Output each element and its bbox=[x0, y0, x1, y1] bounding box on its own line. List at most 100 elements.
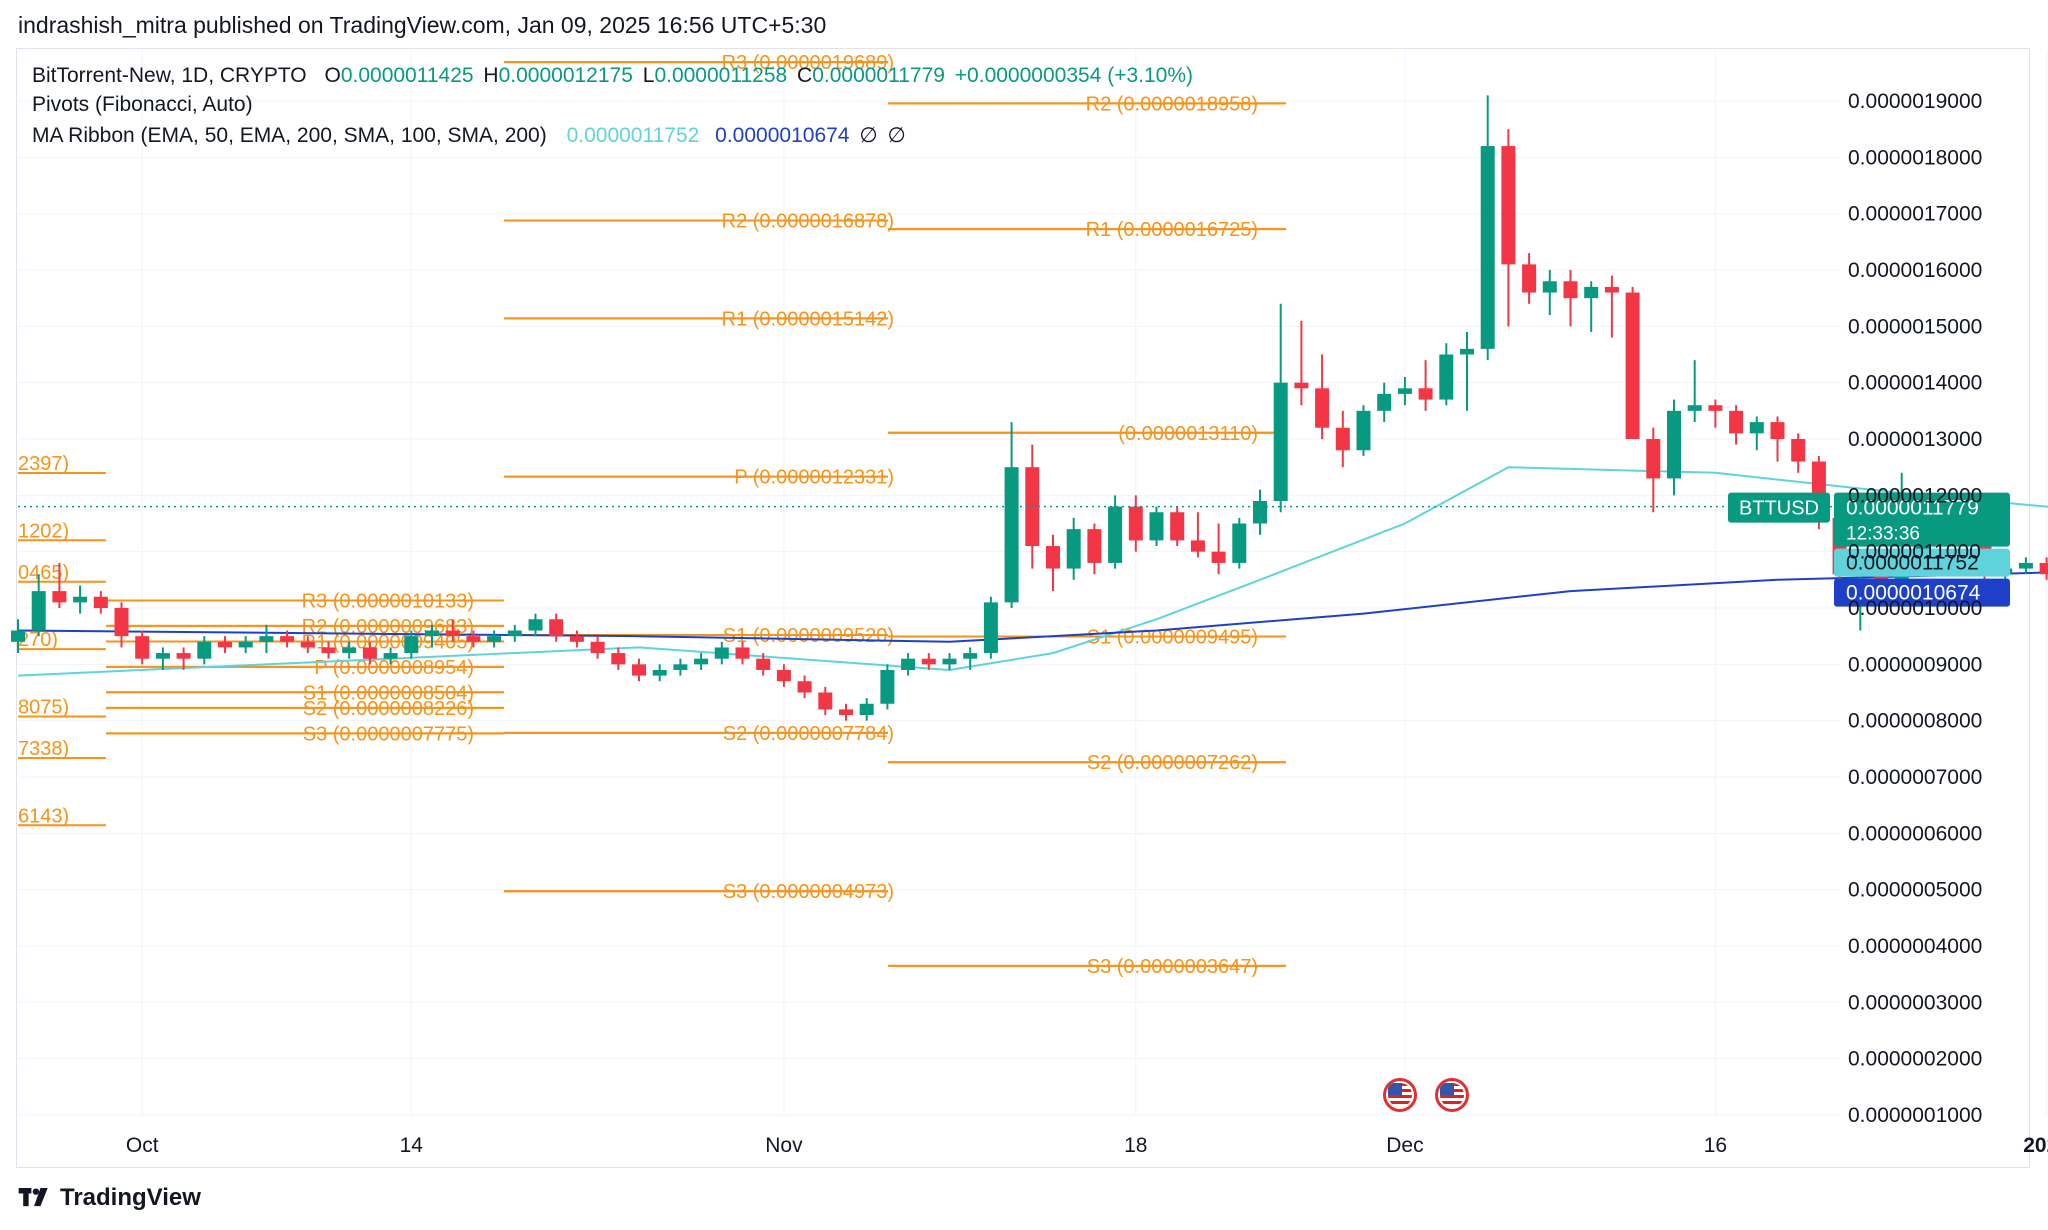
ema50-label: 0.0000011752 bbox=[1846, 552, 1979, 575]
pivot-label: S2 (0.0000007262) bbox=[1087, 752, 1258, 774]
candle-body bbox=[135, 636, 150, 659]
candle-body bbox=[797, 681, 812, 693]
candle-body bbox=[1770, 422, 1785, 439]
grid-lines bbox=[18, 50, 2048, 1116]
candle-body bbox=[1108, 506, 1123, 563]
candle-body bbox=[880, 669, 895, 704]
ema200-line bbox=[17, 571, 2048, 643]
y-tick-label: 0.0000008000 bbox=[1848, 710, 1982, 733]
candle-body bbox=[652, 669, 667, 676]
candle-body bbox=[756, 658, 771, 670]
candle-body bbox=[776, 669, 791, 682]
symbol-badge-label: BTTUSD bbox=[1739, 498, 1819, 520]
y-tick-label: 0.0000019000 bbox=[1848, 90, 1982, 113]
candle-body bbox=[466, 636, 481, 642]
x-tick-label: 16 bbox=[1704, 1134, 1727, 1157]
candle-body bbox=[1584, 286, 1599, 299]
pivot-label: R2 (0.0000018958) bbox=[1086, 93, 1258, 115]
candle-body bbox=[1687, 405, 1702, 411]
candle-body bbox=[1211, 551, 1226, 563]
time-axis: Oct14Nov18Dec16202513Feb bbox=[126, 1134, 2048, 1157]
pivot-label: (0.0000013110) bbox=[1118, 423, 1258, 445]
candle-body bbox=[921, 658, 936, 665]
chart-frame bbox=[16, 48, 2030, 1168]
ema200-badge bbox=[1834, 578, 2010, 607]
candle-body bbox=[1791, 439, 1806, 462]
legend-pivots[interactable]: Pivots (Fibonacci, Auto) bbox=[32, 93, 253, 116]
pivot-label: S2 (0.0000007784) bbox=[723, 723, 894, 745]
legend-low: 0.0000011258 bbox=[654, 64, 788, 87]
candle-body bbox=[818, 692, 833, 710]
x-tick-label: Oct bbox=[126, 1134, 159, 1157]
candle-body bbox=[155, 653, 170, 659]
candle-body bbox=[528, 619, 543, 631]
na-icon: ∅ bbox=[859, 124, 878, 147]
last-price-label: 0.0000011779 bbox=[1846, 497, 1979, 520]
candle-body bbox=[549, 619, 564, 637]
candle-body bbox=[73, 596, 88, 603]
candle-body bbox=[839, 709, 853, 716]
legend-ma-title: MA Ribbon (EMA, 50, EMA, 200, SMA, 100, … bbox=[32, 124, 547, 147]
last-price-badge bbox=[1834, 492, 2010, 547]
y-tick-label: 0.0000016000 bbox=[1848, 259, 1982, 282]
candle-body bbox=[1294, 382, 1309, 389]
candle-body bbox=[404, 636, 419, 654]
legend-ohlc: BitTorrent-New, 1D, CRYPTO O0.0000011425… bbox=[32, 64, 1197, 88]
candle-body bbox=[1625, 292, 1640, 439]
legend-symbol[interactable]: BitTorrent-New, 1D, CRYPTO bbox=[32, 64, 307, 87]
candle-body bbox=[280, 636, 295, 642]
candle-body bbox=[1315, 388, 1330, 428]
pivot-label: R3 (0.0000019689) bbox=[722, 52, 894, 74]
x-tick-label: Nov bbox=[765, 1134, 803, 1157]
candle-body bbox=[1729, 410, 1744, 434]
y-tick-label: 0.0000010000 bbox=[1848, 597, 1982, 620]
legend-ma1-value: 0.0000011752 bbox=[566, 124, 700, 147]
y-tick-label: 0.0000002000 bbox=[1848, 1048, 1982, 1071]
us-flag-icon[interactable] bbox=[1435, 1078, 1469, 1112]
tradingview-logo-icon bbox=[18, 1188, 48, 1207]
y-tick-label: 0.0000006000 bbox=[1848, 822, 1982, 845]
candle-body bbox=[1335, 427, 1350, 451]
y-tick-label: 0.0000013000 bbox=[1848, 428, 1982, 451]
ema50-badge bbox=[1834, 548, 2010, 577]
candle-body bbox=[590, 641, 605, 654]
us-flag-icon[interactable] bbox=[1383, 1078, 1417, 1112]
candle-body bbox=[714, 647, 729, 659]
candle-body bbox=[735, 647, 750, 659]
candle-body bbox=[1501, 146, 1516, 265]
legend-high: 0.0000012175 bbox=[498, 64, 633, 87]
candle-body bbox=[694, 658, 709, 665]
pivot-label: 0465) bbox=[18, 562, 69, 584]
candle-body bbox=[300, 641, 315, 648]
candle-body bbox=[1170, 512, 1185, 541]
candle-body bbox=[1128, 506, 1143, 541]
candle-body bbox=[1190, 540, 1205, 552]
pivot-label: 1202) bbox=[18, 520, 69, 542]
candle-body bbox=[321, 647, 336, 654]
candle-body bbox=[1667, 410, 1681, 479]
tradingview-brand[interactable]: TradingView bbox=[18, 1184, 201, 1212]
candle-body bbox=[1046, 546, 1060, 569]
y-tick-label: 0.0000012000 bbox=[1848, 484, 1982, 507]
pivot-label: S3 (0.0000007775) bbox=[303, 723, 474, 745]
legend-change: +0.0000000354 (+3.10%) bbox=[954, 64, 1193, 87]
candle-body bbox=[218, 641, 232, 648]
legend-ma-ribbon[interactable]: MA Ribbon (EMA, 50, EMA, 200, SMA, 100, … bbox=[32, 123, 910, 148]
y-tick-label: 0.0000007000 bbox=[1848, 766, 1982, 789]
candle-body bbox=[11, 630, 25, 642]
pivot-label: 8075) bbox=[18, 696, 69, 718]
pivot-label: 270) bbox=[18, 629, 58, 651]
candle-body bbox=[1066, 529, 1081, 569]
candle-body bbox=[1708, 405, 1723, 411]
candle-body bbox=[2018, 562, 2033, 569]
countdown-label: 12:33:36 bbox=[1846, 524, 1920, 545]
candle-body bbox=[1480, 146, 1495, 349]
candle-body bbox=[238, 641, 253, 648]
y-tick-label: 0.0000004000 bbox=[1848, 935, 1982, 958]
moving-averages bbox=[17, 466, 2048, 677]
publish-info: indrashish_mitra published on TradingVie… bbox=[18, 12, 827, 38]
candle-body bbox=[1356, 410, 1371, 451]
candle-body bbox=[487, 636, 502, 642]
candle-body bbox=[1377, 393, 1392, 411]
